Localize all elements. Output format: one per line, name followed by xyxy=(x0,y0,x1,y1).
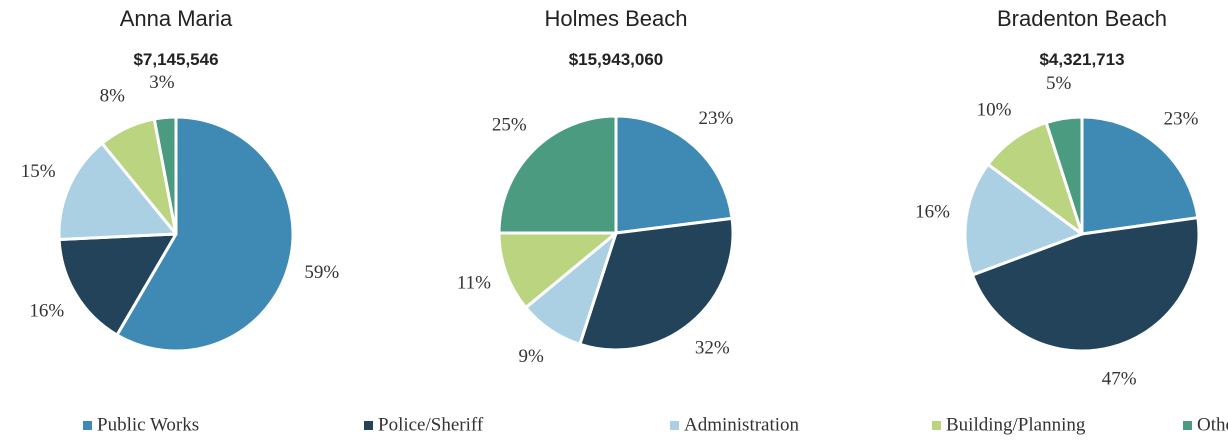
data-label: 32% xyxy=(695,338,730,359)
chart-title: Bradenton Beach xyxy=(997,6,1167,31)
pie-slice xyxy=(115,115,295,353)
legend-label: Police/Sheriff xyxy=(378,414,484,435)
legend-label: Building/Planning xyxy=(946,414,1086,435)
chart-subtitle: $4,321,713 xyxy=(1039,50,1124,69)
chart-title: Holmes Beach xyxy=(544,6,687,31)
chart-subtitle: $7,145,546 xyxy=(133,50,218,69)
data-label: 5% xyxy=(1046,73,1072,94)
pie-slice xyxy=(57,141,178,241)
data-label: 23% xyxy=(698,108,733,129)
legend-swatch xyxy=(932,421,941,430)
data-label: 8% xyxy=(100,85,126,106)
data-label: 10% xyxy=(977,100,1012,121)
legend-label: Public Works xyxy=(97,414,199,435)
pie-slice xyxy=(963,162,1084,277)
chart-subtitle: $15,943,060 xyxy=(569,50,664,69)
chart-title: Anna Maria xyxy=(120,6,233,31)
pie-slice xyxy=(497,114,618,235)
data-label: 47% xyxy=(1102,369,1137,390)
data-label: 9% xyxy=(518,346,544,367)
data-label: 3% xyxy=(149,72,175,93)
legend-label: Administration xyxy=(684,414,800,435)
legend-swatch xyxy=(83,421,92,430)
legend-swatch xyxy=(1183,421,1192,430)
legend-swatch xyxy=(670,421,679,430)
data-label: 11% xyxy=(457,273,491,294)
data-label: 16% xyxy=(29,301,64,322)
pie-slice xyxy=(970,216,1201,353)
pie-slice xyxy=(57,232,178,337)
pie-slice xyxy=(578,216,735,352)
data-label: 23% xyxy=(1164,108,1199,129)
data-label: 59% xyxy=(304,262,339,283)
data-label: 25% xyxy=(492,115,527,136)
pie-slice xyxy=(1080,115,1200,236)
legend-label: Other xyxy=(1197,414,1228,435)
pie-slice xyxy=(614,114,734,235)
data-label: 16% xyxy=(915,201,950,222)
legend-swatch xyxy=(364,421,373,430)
pie-slice xyxy=(497,231,618,310)
pie-slice xyxy=(1044,115,1084,236)
data-label: 15% xyxy=(21,161,56,182)
pie-slice xyxy=(152,115,178,236)
